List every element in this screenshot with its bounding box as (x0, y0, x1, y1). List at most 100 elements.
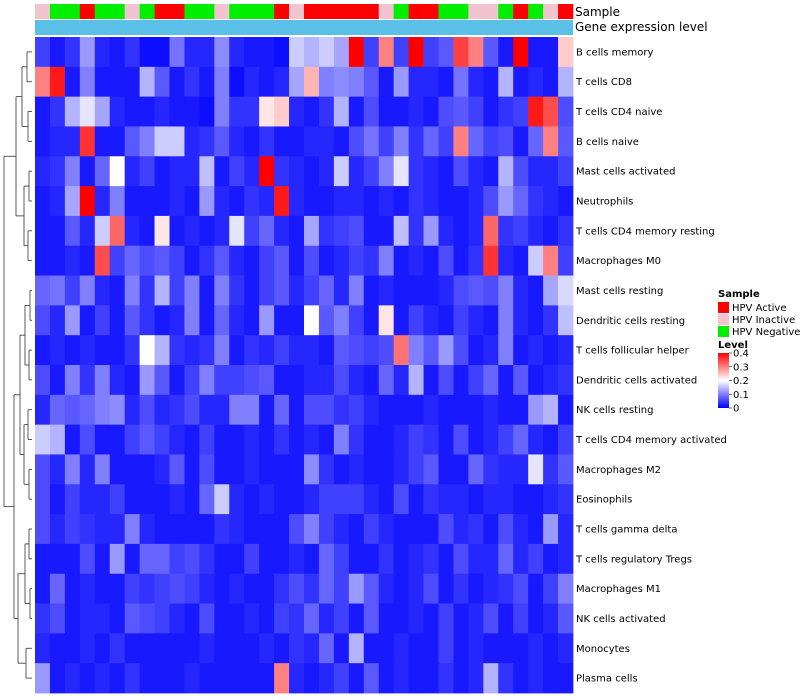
heatmap-cell (124, 37, 141, 68)
heatmap-cell (408, 305, 424, 336)
heatmap-cell (423, 335, 439, 366)
heatmap-cell (244, 37, 260, 68)
heatmap-cell (154, 394, 170, 426)
sample-annotation-cell (214, 4, 230, 19)
sample-annotation-cell (318, 4, 335, 19)
heatmap-cell (244, 394, 260, 426)
heatmap-cell (214, 603, 230, 634)
heatmap-cell (35, 245, 51, 276)
heatmap-cell (333, 335, 350, 366)
heatmap-cell (35, 186, 51, 217)
heatmap-cell (109, 186, 126, 217)
heatmap-cell (423, 215, 439, 247)
heatmap-cell (259, 663, 275, 694)
heatmap-cell (199, 66, 215, 98)
heatmap-cell (304, 126, 320, 157)
heatmap-cell (79, 156, 96, 187)
level-tick-label: 0 (733, 404, 739, 415)
heatmap-cell (169, 514, 185, 545)
row-label: Plasma cells (576, 674, 638, 685)
heatmap-cell (79, 37, 96, 68)
heatmap-cell (304, 424, 320, 455)
heatmap-cell (35, 335, 51, 366)
heatmap-cell (124, 96, 141, 127)
heatmap-cell (558, 365, 574, 396)
heatmap-cell (483, 633, 499, 664)
heatmap-cell (378, 245, 395, 276)
row-label: NK cells activated (576, 614, 666, 625)
heatmap-cell (408, 633, 424, 664)
heatmap-cell (214, 156, 230, 187)
heatmap-cell (468, 603, 484, 634)
heatmap-cell (498, 96, 514, 127)
heatmap-cell (94, 245, 111, 276)
heatmap-cell (244, 543, 260, 575)
sample-annotation-cell (35, 4, 51, 19)
heatmap-cell (49, 186, 66, 217)
sample-legend-swatch (718, 326, 729, 337)
heatmap-cell (244, 603, 260, 634)
heatmap-cell (408, 215, 424, 247)
heatmap-cell (408, 275, 424, 306)
heatmap-cell (423, 365, 439, 396)
heatmap-cell (333, 663, 350, 694)
heatmap-cell (184, 305, 200, 336)
heatmap-cell (543, 543, 559, 575)
heatmap-cell (453, 335, 469, 366)
heatmap-cell (453, 66, 469, 98)
heatmap-cell (513, 66, 529, 98)
heatmap-cell (229, 335, 245, 366)
heatmap-cell (543, 484, 559, 515)
heatmap-cell (109, 96, 126, 127)
heatmap-cell (363, 484, 380, 515)
heatmap-cell (348, 126, 365, 157)
heatmap-cell (274, 37, 290, 68)
heatmap-cell (49, 66, 66, 98)
heatmap-cell (64, 514, 81, 545)
heatmap-cell (393, 96, 410, 127)
heatmap-cell (408, 37, 424, 68)
heatmap-cell (64, 335, 81, 366)
heatmap-cell (139, 335, 155, 366)
heatmap-cell (513, 633, 529, 664)
sample-annotation-cell (528, 4, 544, 19)
row-label: B cells memory (576, 47, 653, 58)
heatmap-cell (483, 305, 499, 336)
heatmap-cell (378, 484, 395, 515)
level-ticks: 0.4 0.3 0.2 0.1 0 (729, 349, 749, 415)
heatmap-cell (483, 37, 499, 68)
heatmap-cell (468, 96, 484, 127)
heatmap-cell (543, 394, 559, 426)
heatmap-cell (408, 603, 424, 634)
heatmap-cell (214, 245, 230, 276)
heatmap-cell (35, 66, 51, 98)
heatmap-cell (423, 394, 439, 426)
heatmap-cell (139, 454, 155, 485)
heatmap-cell (49, 275, 66, 306)
heatmap-cell (498, 37, 514, 68)
sample-annotation-cell (333, 4, 350, 19)
sample-annotation-cell (378, 4, 394, 19)
heatmap-cell (378, 514, 395, 545)
heatmap-cell (259, 335, 275, 366)
sample-annotation-cell (259, 4, 275, 19)
heatmap-cell (453, 156, 469, 187)
heatmap-cell (274, 275, 290, 306)
heatmap-cell (289, 215, 305, 247)
heatmap-cell (214, 514, 230, 545)
heatmap-cell (438, 484, 454, 515)
heatmap-cell (558, 156, 574, 187)
heatmap-cell (184, 156, 200, 187)
heatmap-cell (124, 305, 141, 336)
heatmap-cell (378, 126, 395, 157)
heatmap-cell (154, 365, 170, 396)
heatmap-cell (348, 603, 365, 634)
heatmap-cell (35, 484, 51, 515)
heatmap-cell (139, 603, 155, 634)
heatmap-cell (363, 394, 380, 426)
heatmap-cell (393, 633, 410, 664)
heatmap-cell (318, 454, 335, 485)
heatmap-cell (558, 37, 574, 68)
sample-annotation-cell (169, 4, 185, 19)
heatmap-cell (64, 245, 81, 276)
